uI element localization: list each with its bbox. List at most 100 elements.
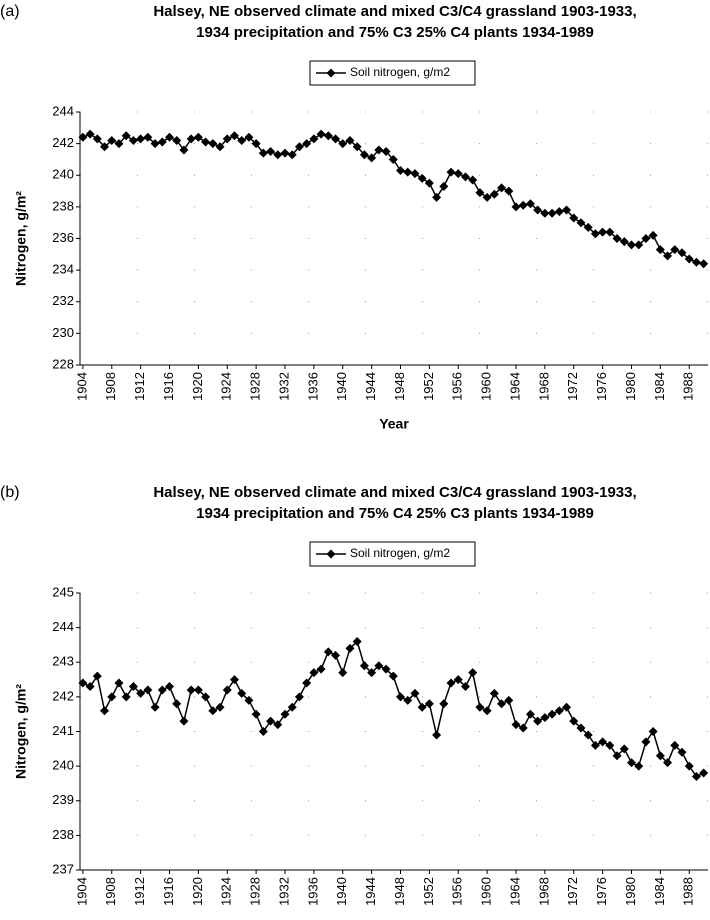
data-point [424, 178, 434, 188]
x-tick-label: 1912 [132, 372, 147, 401]
data-point [381, 664, 391, 674]
data-point [475, 702, 485, 712]
x-tick-label: 1944 [363, 877, 378, 906]
data-point [121, 692, 131, 702]
data-point [612, 751, 622, 761]
data-point [432, 730, 442, 740]
data-point [128, 135, 138, 145]
data-point [273, 720, 283, 730]
data-point [518, 200, 528, 210]
y-tick-label: 238 [52, 198, 74, 213]
data-point [641, 234, 651, 243]
data-point [590, 740, 600, 750]
data-point [237, 688, 247, 698]
data-point [323, 131, 333, 141]
x-tick-label: 1924 [219, 372, 234, 401]
data-point [222, 685, 232, 695]
y-tick-label: 228 [52, 356, 74, 371]
x-tick-label: 1972 [565, 877, 580, 906]
y-tick-label: 237 [52, 861, 74, 876]
chart-title: 1934 precipitation and 75% C3 25% C4 pla… [196, 24, 594, 41]
x-tick-label: 1936 [305, 372, 320, 401]
data-point [684, 761, 694, 771]
data-point [655, 245, 665, 255]
data-point [388, 671, 398, 681]
data-point [294, 142, 304, 152]
x-tick-label: 1984 [652, 372, 667, 401]
data-point [201, 692, 211, 702]
data-point [453, 169, 463, 179]
legend-label: Soil nitrogen, g/m2 [350, 65, 450, 79]
data-point [691, 772, 701, 782]
y-tick-label: 238 [52, 827, 74, 842]
data-point [648, 727, 658, 736]
data-point [453, 675, 463, 685]
data-point [287, 702, 297, 712]
x-tick-label: 1940 [334, 877, 349, 906]
data-point [410, 688, 420, 698]
x-tick-label: 1928 [248, 372, 263, 401]
x-tick-label: 1976 [594, 877, 609, 906]
data-point [460, 172, 470, 182]
data-point [569, 716, 579, 726]
data-point [136, 688, 146, 698]
y-tick-label: 230 [52, 325, 74, 340]
data-point [525, 709, 535, 719]
data-point [193, 132, 203, 142]
data-point [215, 142, 225, 152]
data-point [583, 222, 593, 232]
data-point [258, 727, 268, 736]
x-tick-label: 1904 [74, 372, 89, 401]
data-point [691, 257, 701, 267]
data-point [273, 150, 283, 160]
data-point [85, 129, 95, 139]
data-point [244, 132, 254, 142]
x-tick-label: 1976 [594, 372, 609, 401]
data-point [107, 135, 117, 145]
data-point [266, 716, 276, 726]
x-tick-label: 1940 [334, 372, 349, 401]
data-point [432, 192, 442, 202]
y-tick-label: 234 [52, 262, 74, 277]
data-point [403, 167, 413, 177]
data-point [475, 188, 485, 198]
data-point [576, 723, 586, 733]
x-tick-label: 1980 [623, 877, 638, 906]
y-tick-label: 239 [52, 792, 74, 807]
data-point [374, 145, 384, 155]
x-tick-label: 1984 [652, 877, 667, 906]
x-tick-label: 1908 [103, 877, 118, 906]
data-point [410, 169, 420, 179]
data-point [258, 148, 268, 158]
data-point [114, 678, 124, 688]
data-point [367, 668, 377, 678]
data-point [446, 678, 456, 688]
data-point [165, 681, 175, 691]
data-point [280, 148, 290, 158]
x-tick-label: 1988 [681, 877, 696, 906]
data-point [468, 668, 478, 678]
data-point [446, 167, 456, 177]
data-point [569, 213, 579, 223]
data-point [229, 675, 239, 685]
data-point [352, 636, 362, 646]
y-tick-label: 236 [52, 230, 74, 245]
data-point [193, 685, 203, 695]
data-point [518, 723, 528, 733]
data-point [345, 643, 355, 653]
chart-title: Halsey, NE observed climate and mixed C3… [153, 3, 636, 20]
data-point [655, 751, 665, 761]
legend-marker [326, 549, 336, 559]
data-point [287, 150, 297, 160]
data-point [562, 702, 572, 712]
data-point [294, 692, 304, 702]
x-tick-label: 1964 [507, 372, 522, 401]
y-axis-label: Nitrogen, g/m² [13, 684, 29, 779]
data-point [157, 685, 167, 695]
data-point [280, 709, 290, 719]
data-point [562, 205, 572, 215]
x-tick-label: 1952 [421, 372, 436, 401]
x-tick-label: 1968 [536, 877, 551, 906]
y-tick-label: 245 [52, 584, 74, 599]
series-line [82, 640, 704, 778]
